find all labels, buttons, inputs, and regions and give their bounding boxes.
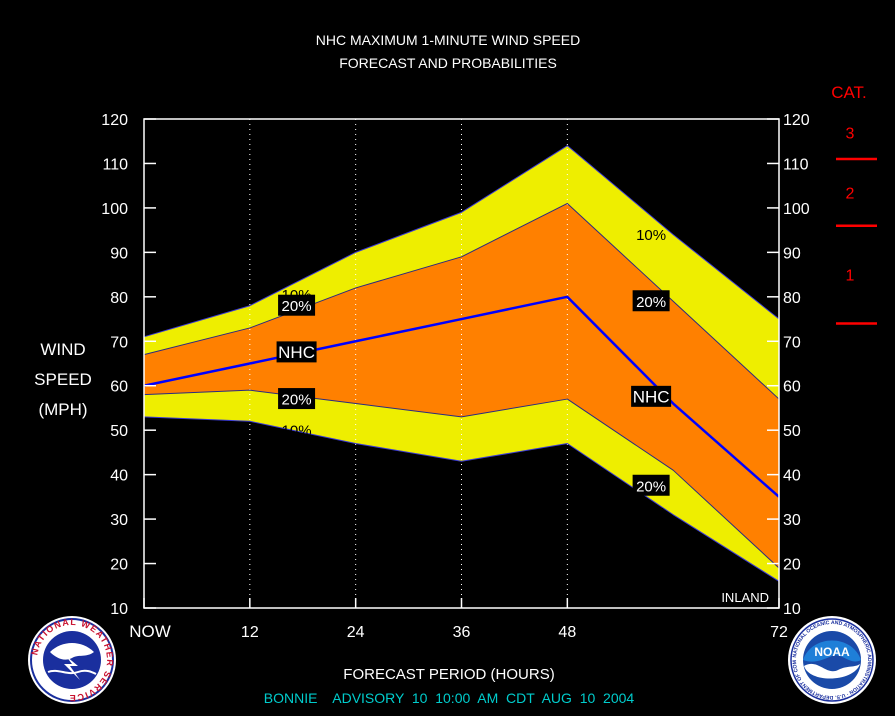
y-tick-label-left: 10 [110,601,128,618]
y-tick-label-right: 100 [783,201,810,218]
y-tick-label-left: 110 [102,156,128,173]
series-label-box [276,341,317,363]
y-tick-label-right: 70 [783,334,801,351]
series-label: 20% [636,294,666,311]
series-label-box [631,385,672,407]
series-lines [143,145,780,582]
line-lower-20 [143,389,780,569]
y-tick-label-left: 60 [110,379,128,396]
y-axis-label-line3: (MPH) [38,400,87,419]
x-tick-label: NOW [129,622,171,641]
axis-ticks: 10 10 20 20 30 30 40 40 50 50 60 60 70 70 80 80 90 90 100 1… [101,112,810,641]
series-label-box [632,474,670,496]
y-tick-label-left: 100 [101,201,128,218]
series-label-box [278,294,316,316]
y-tick-label-right: 40 [783,468,801,485]
y-tick-label-right: 120 [783,112,810,129]
y-tick-label-right: 10 [783,601,801,618]
x-tick-label: 72 [770,624,788,641]
y-tick-label-left: 90 [110,245,128,262]
y-tick-label-right: 90 [783,245,801,262]
series-label: 10% [636,505,666,522]
y-tick-label-right: 30 [783,512,801,529]
y-tick-label-left: 70 [110,334,128,351]
category-label: 1 [846,268,855,285]
x-tick-label: 12 [241,624,259,641]
series-label: 20% [282,298,312,315]
advisory-line: BONNIE ADVISORY 10 10:00 AM CDT AUG 10 2… [264,690,635,706]
line-upper-20 [143,202,780,400]
line-upper-10 [143,145,780,338]
y-axis-label-line1: WIND [40,340,85,359]
band-20-percent [144,203,779,568]
category-scale: 1 2 3 [836,125,877,325]
x-tick-label: 48 [558,624,576,641]
probability-bands [144,145,779,582]
series-label: 10% [282,423,312,440]
chart-title: NHC MAXIMUM 1-MINUTE WIND SPEED [316,32,580,48]
series-label: 10% [636,227,666,244]
series-label: 20% [282,392,312,409]
line-nhc-forecast [143,295,780,498]
y-tick-label-left: 120 [101,112,128,129]
y-axis-label-line2: SPEED [34,370,92,389]
y-tick-label-left: 40 [110,468,128,485]
series-label: 20% [636,478,666,495]
y-tick-label-right: 80 [783,290,801,307]
y-tick-label-left: 20 [110,557,128,574]
category-header: CAT. [831,83,867,102]
series-label: NHC [633,387,670,406]
y-tick-label-right: 20 [783,557,801,574]
noaa-logo: NOAA NATIONAL OCEANIC AND ATMOSPHERIC AD… [788,616,876,704]
series-label-box [632,290,670,312]
x-tick-label: 24 [347,624,365,641]
y-tick-label-right: 50 [783,423,801,440]
line-lower-10 [143,416,780,582]
series-label-box [278,388,316,410]
y-tick-label-left: 30 [110,512,128,529]
chart-subtitle: FORECAST AND PROBABILITIES [339,55,557,71]
y-tick-label-left: 80 [110,290,128,307]
y-tick-label-left: 50 [110,423,128,440]
x-axis-label: FORECAST PERIOD (HOURS) [343,666,554,683]
inland-annotation: INLAND [721,590,769,605]
x-tick-label: 36 [453,624,471,641]
y-tick-label-right: 110 [783,156,809,173]
nws-logo: NATIONAL WEATHER SERVICE [28,616,116,704]
noaa-logo-text: NOAA [814,645,850,659]
category-label: 2 [846,185,855,202]
series-label: NHC [278,343,315,362]
category-label: 3 [846,125,855,142]
y-tick-label-right: 60 [783,379,801,396]
